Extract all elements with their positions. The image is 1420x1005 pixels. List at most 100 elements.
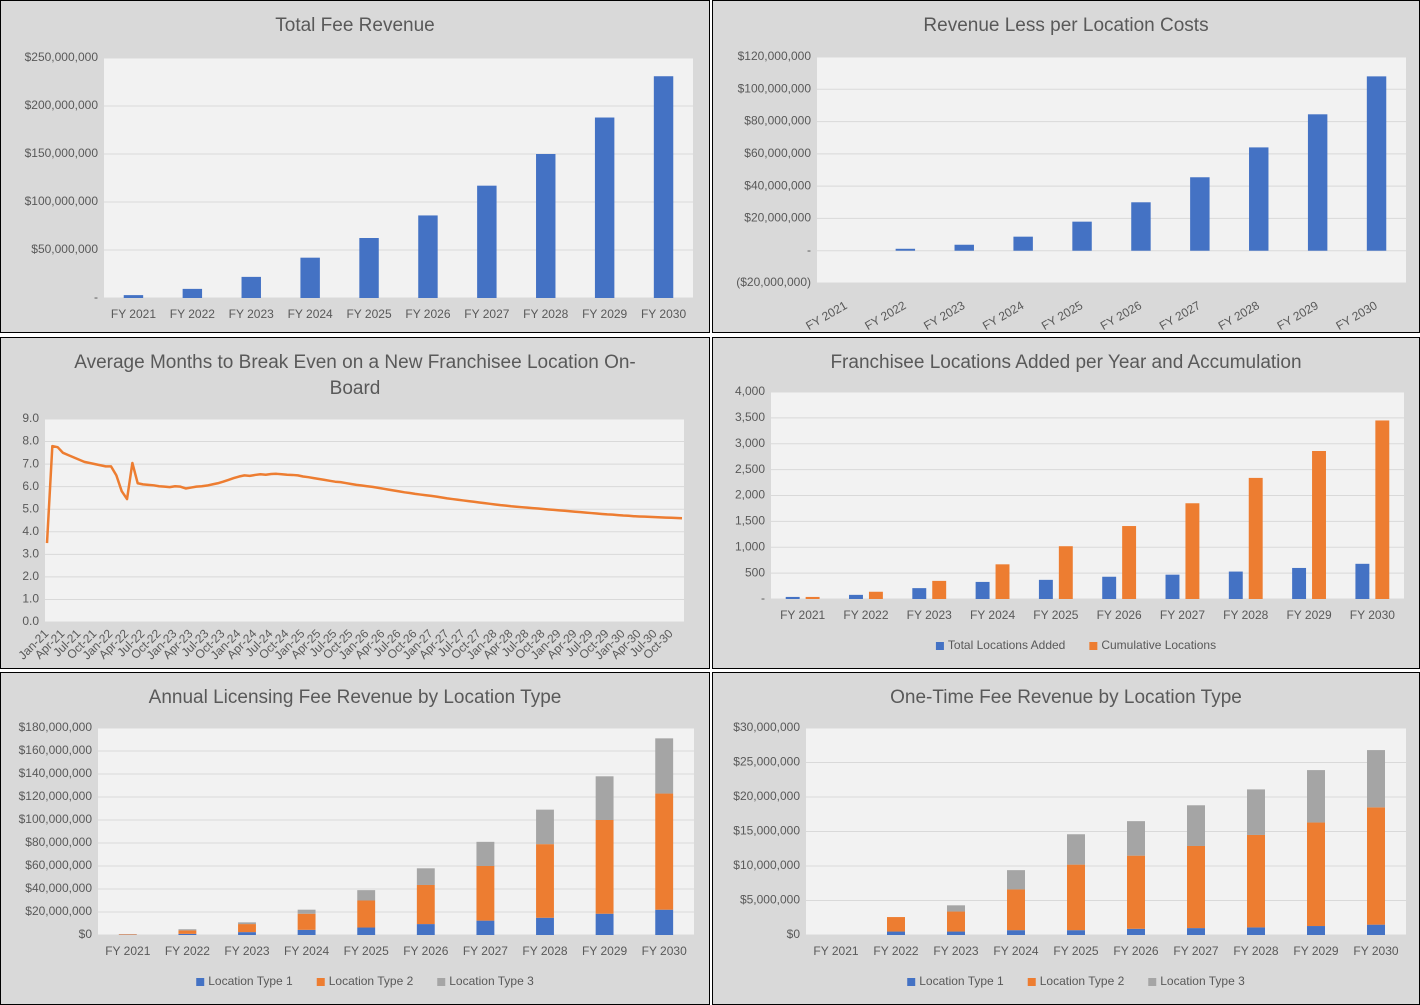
bar [476,920,495,935]
x-tick-label: FY 2023 [224,944,269,958]
bar [416,924,435,935]
x-tick-label: FY 2027 [1160,608,1205,622]
bar [536,154,556,298]
chart: $0 $5,000,000 $10,000,000 $15,000,000 $20,00… [733,720,1406,988]
bar [1367,924,1385,935]
x-tick-label: FY 2021 [105,944,150,958]
bar [594,117,615,299]
bar [1007,889,1025,931]
legend-swatch [907,978,916,986]
bar [912,588,927,599]
x-tick-label: FY 2029 [582,944,627,958]
chart: $0 $20,000,000 $40,000,000 $60,000,000 $80,0… [19,720,694,988]
bar [476,866,495,921]
x-tick-label: FY 2024 [993,944,1038,958]
bar [995,564,1010,599]
y-tick-label: 3.0 [22,547,39,561]
y-tick-label: $20,000,000 [744,211,811,225]
x-tick-label: FY 2024 [284,944,329,958]
x-tick-label: FY 2021 [111,307,156,321]
y-tick-label: $10,000,000 [733,858,800,872]
legend-label: Location Type 3 [449,974,534,988]
y-tick-label: $80,000,000 [25,835,92,849]
x-tick-label: FY 2028 [523,307,568,321]
chart-panel: $0 $20,000,000 $40,000,000 $60,000,000 $80,0… [0,672,710,1005]
bar [1292,567,1307,599]
y-tick-label: $100,000,000 [738,81,812,95]
bar [595,776,614,820]
x-tick-label: FY 2025 [1039,298,1085,332]
bar [1072,221,1092,251]
y-tick-label: 2.0 [22,569,39,583]
y-tick-label: $120,000,000 [19,789,93,803]
legend-swatch [196,978,205,986]
legend-label: Location Type 2 [1040,974,1125,988]
bar [1122,526,1137,599]
bar [1247,789,1265,835]
bar [1366,76,1387,251]
y-tick-label: $0 [79,927,93,941]
bar [805,596,820,599]
legend-label: Location Type 1 [919,974,1004,988]
y-tick-label: 3,500 [735,410,765,424]
bar [536,844,554,918]
y-tick-label: 9.0 [22,411,39,425]
x-tick-label: FY 2027 [464,307,509,321]
y-tick-label: $200,000,000 [25,98,99,112]
bar [1247,834,1265,928]
chart-title: Franchisee Locations Added per Year and … [830,352,1302,373]
plot-area [817,57,1406,283]
bar [536,917,554,935]
x-tick-label: FY 2024 [980,298,1026,332]
bar [595,820,614,914]
chart-title: Annual Licensing Fee Revenue by Location… [148,687,562,708]
legend-label: Location Type 3 [1160,974,1245,988]
bar [1067,864,1085,931]
y-tick-label: $0 [787,927,801,941]
bar [1307,114,1328,251]
x-tick-label: FY 2025 [1033,608,1078,622]
chart-panel: ($20,000,000) - $20,000,000 $40,000,000 $60,… [712,0,1420,333]
bar [1127,821,1145,856]
y-tick-label: 1,000 [735,539,765,553]
x-tick-label: FY 2022 [843,608,888,622]
x-tick-label: FY 2030 [641,307,686,321]
bar [359,238,379,298]
bar [954,244,974,251]
plot-area [104,58,693,298]
x-tick-label: FY 2022 [862,298,908,332]
bar [416,884,435,925]
bar [655,909,674,935]
bar [1307,822,1325,927]
x-tick-label: FY 2023 [229,307,274,321]
x-tick-label: FY 2021 [813,944,858,958]
legend-swatch [935,642,944,650]
plot-area [45,419,684,622]
y-tick-label: 4.0 [22,524,39,538]
y-tick-label: $15,000,000 [733,824,800,838]
bar [1307,926,1325,935]
x-tick-label: FY 2026 [403,944,448,958]
bar [297,909,316,914]
bar [975,581,990,599]
bar [653,76,674,299]
bar [416,868,435,885]
bar [1249,147,1269,251]
bar [357,900,376,928]
chart-title: Total Fee Revenue [275,15,435,36]
x-tick-label: FY 2023 [907,608,952,622]
y-tick-label: $50,000,000 [31,242,98,256]
bar [178,933,197,935]
y-tick-label: 1.0 [22,592,39,606]
bar [1355,563,1370,599]
line [45,444,683,544]
legend-label: Cumulative Locations [1101,638,1216,652]
bar [1067,930,1085,935]
bar [1367,807,1385,925]
y-tick-label: - [761,591,765,605]
legend-label: Location Type 1 [208,974,293,988]
y-tick-label: $25,000,000 [733,755,800,769]
y-tick-label: $80,000,000 [744,114,811,128]
x-tick-label: FY 2027 [1173,944,1218,958]
y-tick-label: - [94,290,98,304]
